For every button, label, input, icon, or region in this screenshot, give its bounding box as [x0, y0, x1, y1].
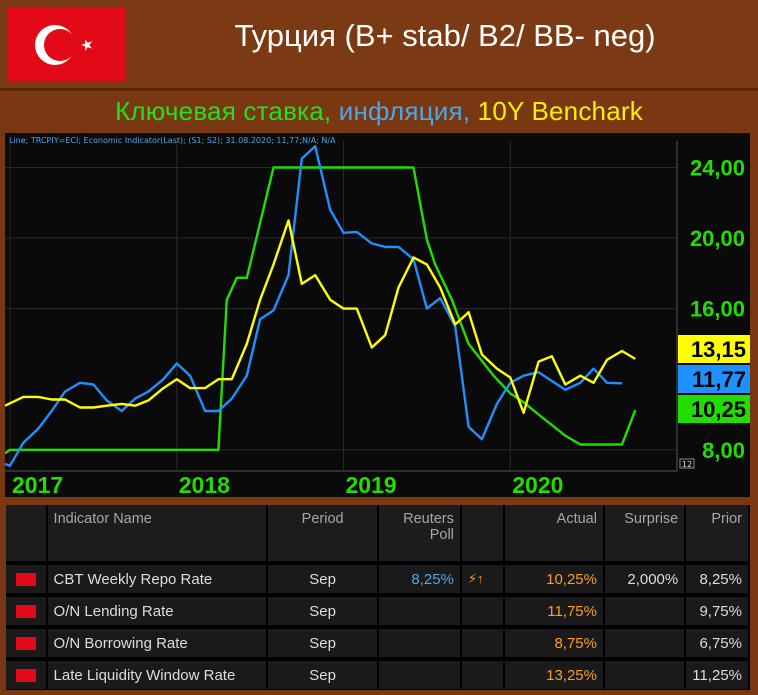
indicator-name: CBT Weekly Repo Rate — [46, 561, 269, 595]
svg-text:10,25: 10,25 — [691, 397, 746, 422]
axis-badge: 12 — [682, 460, 692, 469]
table-row[interactable]: CBT Weekly Repo Rate Sep 8,25% ⚡↑ 10,25%… — [6, 561, 750, 595]
subtitle-key-rate: Ключевая ставка, — [115, 96, 339, 126]
turkey-flag-icon — [15, 637, 36, 651]
y-tick-label: 20,00 — [690, 226, 745, 251]
header-period[interactable]: Period — [267, 505, 379, 563]
chart-panel: Line; TRCPIY=ECI; Economic Indicator(Las… — [4, 133, 750, 498]
flag-icon-cell — [460, 625, 506, 659]
line-chart: Line; TRCPIY=ECI; Economic Indicator(Las… — [4, 133, 750, 498]
table-row[interactable]: O/N Lending Rate Sep 11,75% 9,75% — [6, 593, 750, 627]
turkey-flag-icon — [15, 605, 36, 619]
prior-cell: 6,75% — [685, 625, 750, 659]
flag-icon-cell — [460, 657, 506, 689]
header: Турция (B+ stab/ B2/ BB- neg) — [0, 0, 758, 88]
table-row[interactable]: O/N Borrowing Rate Sep 8,75% 6,75% — [6, 625, 750, 659]
indicator-name: O/N Lending Rate — [46, 593, 269, 627]
turkey-flag-icon — [15, 573, 36, 587]
turkey-flag-icon — [8, 8, 126, 82]
period-cell: Sep — [267, 625, 379, 659]
poll-cell — [377, 657, 462, 689]
poll-cell: 8,25% — [377, 561, 462, 595]
svg-text:11,77: 11,77 — [692, 367, 746, 392]
poll-cell — [377, 593, 462, 627]
chart-legend-text: Line; TRCPIY=ECI; Economic Indicator(Las… — [9, 136, 336, 145]
header-icon-col — [460, 505, 506, 563]
y-tick-label: 8,00 — [702, 438, 745, 463]
last-value-label: 10,25 — [678, 395, 750, 423]
header-reuters-poll[interactable]: Reuters Poll — [377, 505, 462, 563]
last-value-label: 11,77 — [678, 365, 750, 393]
y-tick-label: 24,00 — [690, 155, 745, 180]
actual-cell: 10,25% — [504, 561, 605, 595]
surprise-cell — [603, 625, 687, 659]
actual-cell: 8,75% — [504, 625, 605, 659]
page-title: Турция (B+ stab/ B2/ BB- neg) — [234, 18, 656, 53]
indicator-name: Late Liquidity Window Rate — [46, 657, 269, 689]
header-indicator-name[interactable]: Indicator Name — [46, 505, 269, 563]
subtitle-inflation: инфляция, — [338, 96, 478, 126]
prior-cell: 8,25% — [685, 561, 750, 595]
actual-cell: 11,75% — [504, 593, 605, 627]
flag-icon-cell — [460, 593, 506, 627]
series-line-0 — [4, 166, 637, 455]
x-tick-label: 2018 — [179, 472, 230, 497]
surprise-cell — [603, 593, 687, 627]
indicator-table: Indicator Name Period Reuters Poll Actua… — [6, 505, 750, 689]
x-tick-label: 2020 — [512, 472, 563, 497]
series-line-2 — [4, 219, 636, 414]
indicator-table-panel: Indicator Name Period Reuters Poll Actua… — [6, 505, 750, 690]
surprise-cell: 2,000% — [603, 561, 687, 595]
period-cell: Sep — [267, 657, 379, 689]
header-prior[interactable]: Prior — [685, 505, 750, 563]
chart-subtitle: Ключевая ставка, инфляция, 10Y Benchark — [0, 96, 758, 127]
svg-text:13,15: 13,15 — [691, 337, 746, 362]
prior-cell: 9,75% — [685, 593, 750, 627]
x-tick-label: 2017 — [12, 472, 63, 497]
indicator-name: O/N Borrowing Rate — [46, 625, 269, 659]
period-cell: Sep — [267, 593, 379, 627]
actual-cell: 13,25% — [504, 657, 605, 689]
poll-cell — [377, 625, 462, 659]
x-tick-label: 2019 — [346, 472, 397, 497]
header-surprise[interactable]: Surprise — [603, 505, 687, 563]
last-value-label: 13,15 — [678, 335, 750, 363]
surprise-cell — [603, 657, 687, 689]
header-divider — [0, 88, 758, 91]
table-row[interactable]: Late Liquidity Window Rate Sep 13,25% 11… — [6, 657, 750, 689]
subtitle-benchmark: 10Y Benchark — [477, 96, 643, 126]
prior-cell: 11,25% — [685, 657, 750, 689]
surprise-up-icon: ⚡↑ — [460, 561, 506, 595]
y-tick-label: 16,00 — [690, 297, 745, 322]
header-actual[interactable]: Actual — [504, 505, 605, 563]
header-flag-col — [6, 505, 48, 563]
turkey-flag-icon — [15, 669, 36, 683]
period-cell: Sep — [267, 561, 379, 595]
series-line-1 — [4, 145, 623, 467]
